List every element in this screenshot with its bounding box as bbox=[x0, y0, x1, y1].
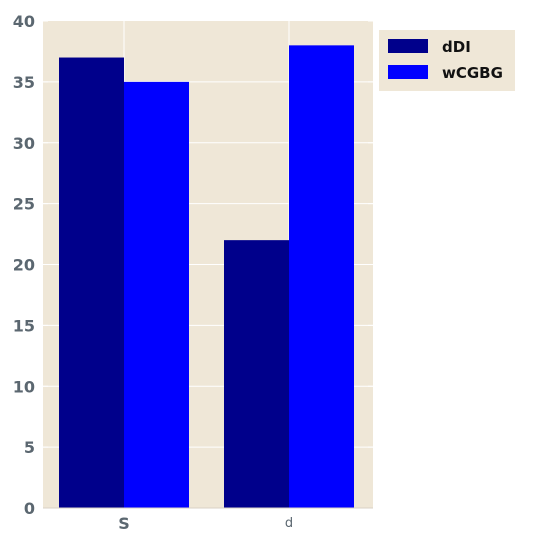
legend-label-wCGBG: wCGBG bbox=[442, 64, 503, 82]
bars bbox=[59, 45, 354, 509]
y-tick-label: 15 bbox=[13, 316, 35, 335]
legend-swatch-wCGBG bbox=[388, 65, 428, 79]
x-tick-label: S bbox=[118, 514, 130, 533]
bar-wCGBG-d bbox=[289, 45, 354, 508]
y-tick-label: 40 bbox=[13, 12, 35, 31]
y-tick-label: 35 bbox=[13, 73, 35, 92]
bar-dDI-S bbox=[59, 57, 124, 509]
y-tick-labels: 0 5 10 15 20 25 30 35 40 bbox=[13, 12, 35, 518]
y-tick-label: 10 bbox=[13, 377, 35, 396]
axes bbox=[43, 20, 373, 509]
y-tick-label: 25 bbox=[13, 195, 35, 214]
bar-dDI-d bbox=[224, 240, 289, 508]
bar-wCGBG-S bbox=[124, 81, 189, 508]
legend-label-dDI: dDI bbox=[442, 38, 471, 56]
y-tick-label: 20 bbox=[13, 256, 35, 275]
y-tick-label: 0 bbox=[24, 499, 35, 518]
legend: dDI wCGBG bbox=[379, 30, 515, 91]
y-tick-label: 5 bbox=[24, 438, 35, 457]
x-tick-label: d bbox=[285, 516, 293, 531]
legend-swatch-dDI bbox=[388, 39, 428, 53]
y-tick-label: 30 bbox=[13, 134, 35, 153]
